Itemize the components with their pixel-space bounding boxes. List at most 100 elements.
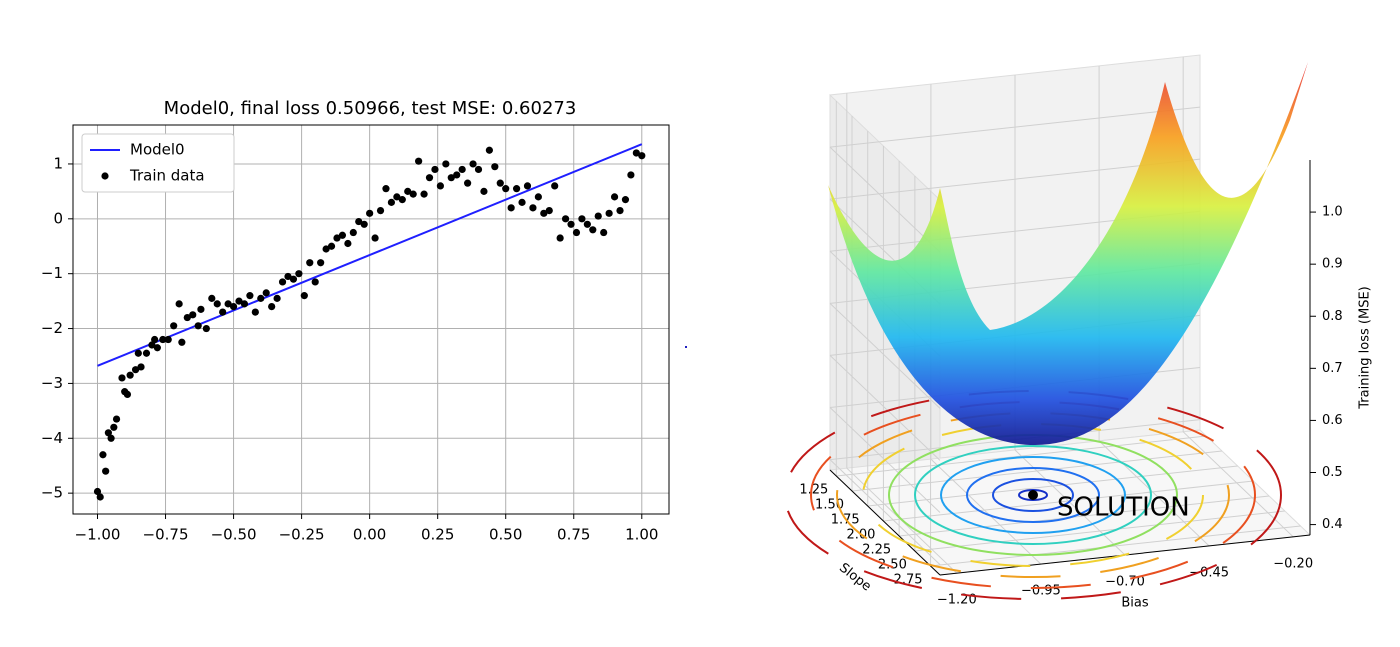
y-axis-label: Slope [836, 560, 874, 594]
data-point [480, 187, 488, 195]
grid-line [829, 459, 941, 565]
y-tick-label: 1.25 [799, 483, 828, 498]
legend-label: Model0 [130, 141, 185, 159]
data-point [170, 322, 178, 330]
data-point [333, 234, 341, 242]
y-tick-label: 2.25 [862, 543, 891, 558]
data-point [583, 220, 591, 228]
data-point [99, 451, 107, 459]
contour [914, 445, 1152, 545]
x-tick-label: 0.50 [489, 526, 522, 544]
grid-line [836, 435, 1207, 477]
data-point [251, 308, 259, 316]
data-point [96, 493, 104, 501]
data-point [409, 190, 417, 198]
y-tick-label: −1 [41, 264, 63, 282]
z-tick-label: 0.6 [1322, 413, 1343, 428]
x-axis-label: Bias [1121, 596, 1148, 611]
data-point [153, 344, 161, 352]
model-line [97, 143, 643, 367]
data-point [491, 163, 499, 171]
data-point [208, 294, 216, 302]
z-tick-label: 0.4 [1322, 517, 1343, 532]
data-point [126, 371, 134, 379]
data-point [102, 467, 110, 475]
data-point [300, 292, 308, 300]
data-point [93, 487, 102, 496]
data-point [131, 366, 140, 374]
data-point [213, 300, 221, 308]
grid-line [867, 465, 1238, 507]
contour [810, 401, 1256, 589]
data-point [485, 146, 493, 154]
data-point [327, 242, 336, 250]
data-point [398, 196, 406, 204]
data-point [219, 308, 227, 316]
solution-point [1028, 490, 1038, 500]
grid-line [1098, 440, 1210, 547]
grid-line [829, 158, 1201, 200]
y-tick-label: −4 [41, 429, 63, 447]
data-point [268, 303, 276, 311]
data-point [431, 165, 439, 174]
data-point [621, 196, 630, 204]
data-point [551, 182, 559, 190]
z-tick-label: 0.8 [1322, 309, 1343, 324]
data-point [561, 215, 570, 223]
data-point [627, 171, 635, 179]
data-point [134, 349, 142, 357]
data-point [107, 434, 115, 442]
data-point [240, 300, 249, 308]
y-tick-label: −2 [41, 319, 63, 337]
data-point [540, 209, 548, 217]
z-tick-label: 1.0 [1322, 205, 1343, 220]
data-point [605, 209, 613, 217]
data-point [257, 294, 265, 302]
data-point [632, 149, 640, 157]
data-point [556, 234, 564, 242]
legend-swatch [101, 172, 109, 180]
data-point [246, 292, 254, 300]
data-point [447, 174, 455, 182]
data-point [415, 157, 423, 165]
grid-line [851, 450, 1223, 492]
legend-box [81, 133, 235, 193]
data-point [183, 313, 191, 322]
data-point [567, 220, 575, 228]
data-point [197, 305, 205, 313]
data-point [589, 226, 597, 234]
data-point [507, 204, 515, 212]
data-point [317, 259, 325, 267]
y-tick-label: 0 [53, 209, 63, 227]
data-point [202, 324, 210, 333]
contour [992, 478, 1074, 512]
data-point [189, 311, 197, 319]
contour [862, 423, 1204, 567]
data-point [376, 206, 385, 215]
data-point [311, 278, 319, 286]
data-point [360, 220, 368, 228]
data-point [224, 300, 232, 308]
data-point [118, 374, 126, 382]
x-tick-label: −1.20 [937, 593, 977, 608]
data-point [273, 294, 281, 302]
x-tick-label: 1.00 [625, 526, 658, 544]
left-chart: Model0, final loss 0.50966, test MSE: 0.… [41, 98, 670, 544]
grid-line [899, 495, 1270, 537]
x-tick-label: −1.00 [75, 526, 121, 544]
contour [836, 412, 1230, 578]
data-point [164, 335, 172, 344]
grid-line [883, 480, 1254, 522]
data-point [349, 228, 357, 237]
data-point [148, 341, 156, 349]
data-point [284, 272, 292, 281]
data-point [306, 259, 314, 267]
data-point [112, 415, 121, 423]
data-point [194, 322, 202, 330]
data-point [496, 179, 504, 187]
y-tick-label: −3 [41, 374, 63, 392]
grid-line [829, 302, 941, 409]
data-point [523, 182, 532, 190]
data-point [104, 429, 112, 437]
data-point [464, 179, 472, 187]
